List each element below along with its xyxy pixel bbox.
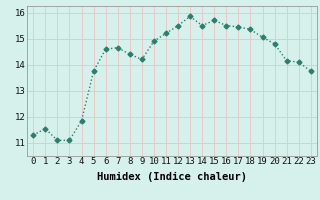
X-axis label: Humidex (Indice chaleur): Humidex (Indice chaleur) <box>97 172 247 182</box>
